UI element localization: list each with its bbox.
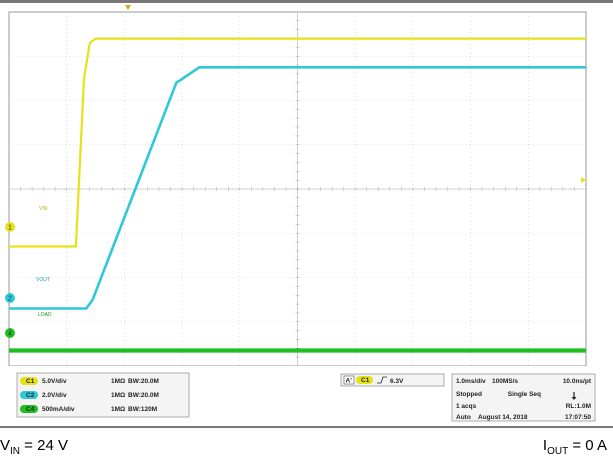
acq-state: Stopped <box>456 391 482 398</box>
svg-text:C4: C4 <box>26 406 35 413</box>
vin-caption: VIN = 24 V <box>0 437 68 457</box>
trace-vin <box>9 37 586 248</box>
timebase-scale: 1.0ms/div <box>456 378 486 385</box>
rising-edge-icon <box>377 376 387 384</box>
trace-vout <box>9 66 586 310</box>
grid <box>8 11 587 367</box>
ch1-marker: 1 <box>5 222 15 232</box>
trigger-level-marker <box>581 177 586 183</box>
trigger-mode: Auto <box>456 414 471 421</box>
traces <box>9 37 586 353</box>
svg-text:1: 1 <box>8 225 12 232</box>
ch1-scale: 5.0V/div <box>42 378 67 385</box>
sample-rate: 100MS/s <box>492 378 518 385</box>
ch1-settings: C1 5.0V/div 1MΩ BW:20.0M <box>20 377 159 385</box>
top-border <box>0 0 613 3</box>
ch2-marker: 2 <box>5 293 15 303</box>
trigger-position-marker <box>125 5 131 10</box>
load-trace-label: LOAD <box>38 312 52 318</box>
channel-settings-box <box>16 372 190 418</box>
trigger-a-label: A' <box>346 378 353 385</box>
acq-date: August 14, 2018 <box>478 414 528 421</box>
ch1-coupling: 1MΩ <box>111 378 125 385</box>
ch4-bandwidth: BW:120M <box>128 406 157 413</box>
vin-trace-label: VIN <box>39 206 48 212</box>
trigger-settings: A' C1 6.3V <box>343 375 404 385</box>
trigger-level: 6.3V <box>390 378 404 385</box>
ch2-scale: 2.0V/div <box>42 392 67 399</box>
svg-text:C2: C2 <box>26 392 35 399</box>
record-length: RL:1.0M <box>566 403 591 410</box>
acquisition-settings: 1.0ms/div 100MS/s 10.0ns/pt Stopped Sing… <box>456 378 592 421</box>
ch1-bandwidth: BW:20.0M <box>128 378 159 385</box>
ch2-settings: C2 2.0V/div 1MΩ BW:20.0M <box>20 391 159 399</box>
trigger-source: C1 <box>361 377 370 384</box>
ch4-marker: 4 <box>5 328 15 338</box>
iout-caption: IOUT = 0 A <box>542 437 607 457</box>
ch2-coupling: 1MΩ <box>111 392 125 399</box>
ch4-scale: 500mA/div <box>42 406 75 413</box>
acq-time: 17:07:50 <box>565 414 591 421</box>
ch4-coupling: 1MΩ <box>111 406 125 413</box>
resolution: 10.0ns/pt <box>563 378 592 385</box>
acquisition-box <box>451 373 596 422</box>
thermometer-icon <box>571 392 577 400</box>
acq-count: 1 acqs <box>456 403 477 410</box>
vout-trace-label: VOUT <box>36 277 50 283</box>
ch4-settings: C4 500mA/div 1MΩ BW:120M <box>20 405 157 413</box>
acq-mode: Single Seq <box>508 391 541 398</box>
svg-text:4: 4 <box>8 331 12 338</box>
svg-text:2: 2 <box>8 296 12 303</box>
svg-text:C1: C1 <box>26 378 35 385</box>
ch2-bandwidth: BW:20.0M <box>128 392 159 399</box>
